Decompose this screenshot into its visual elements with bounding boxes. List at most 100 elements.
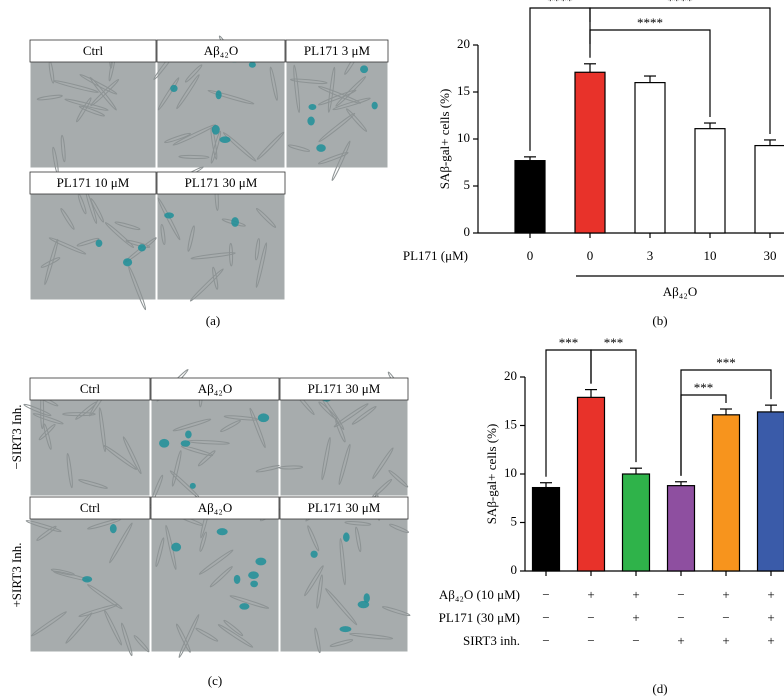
cell	[50, 568, 75, 576]
cell	[329, 639, 354, 647]
cell	[103, 444, 138, 470]
cell	[160, 224, 166, 245]
significance-bracket	[589, 29, 711, 118]
cell	[30, 611, 67, 637]
cell	[372, 447, 394, 479]
cell	[229, 595, 270, 609]
stained-cell	[363, 593, 370, 603]
stained-cell	[82, 576, 93, 583]
label-box	[279, 377, 409, 401]
cell	[187, 225, 195, 252]
label-box	[29, 39, 157, 63]
condition-sign: −	[677, 610, 684, 625]
stained-cell	[215, 90, 222, 100]
condition-label: Aβ₄₂O (10 μM)	[439, 587, 520, 602]
condition-sign: −	[722, 610, 729, 625]
label-box	[285, 39, 389, 63]
bar	[756, 411, 784, 572]
condition-sign: −	[542, 633, 549, 648]
stained-cell	[371, 101, 378, 110]
cell	[175, 623, 191, 653]
cell	[190, 252, 236, 260]
stained-cell	[310, 550, 318, 558]
significance-label: ***	[716, 355, 736, 370]
cell	[256, 131, 285, 160]
cell	[255, 242, 268, 288]
bar	[621, 473, 651, 572]
stained-cell	[171, 542, 182, 552]
x-tick-label: 0	[527, 248, 534, 263]
cell	[331, 140, 351, 182]
cell	[78, 105, 105, 117]
cell	[78, 479, 108, 489]
panel-label: Ctrl	[83, 43, 104, 58]
stained-cell	[185, 430, 192, 439]
cell	[223, 415, 259, 421]
stained-cell	[357, 600, 370, 609]
cell	[104, 222, 135, 249]
cell	[355, 526, 362, 553]
cell	[43, 423, 52, 450]
bar	[694, 128, 726, 234]
cell	[335, 419, 346, 443]
condition-sign: +	[677, 633, 684, 648]
cell	[32, 413, 64, 425]
x-tick-label: 10	[704, 248, 717, 263]
significance-bracket	[589, 7, 771, 134]
condition-sign: −	[542, 610, 549, 625]
stained-cell	[231, 217, 239, 227]
stained-cell	[250, 580, 259, 588]
stained-cell	[233, 574, 241, 584]
cell	[349, 633, 394, 640]
caption: (a)	[206, 313, 220, 328]
significance-label: ***	[559, 335, 579, 350]
caption: (d)	[652, 681, 667, 696]
stained-cell	[219, 136, 231, 144]
row-label: −SIRT3 Inh.	[9, 404, 24, 469]
cell	[207, 89, 255, 105]
stained-cell	[109, 523, 117, 534]
cell	[269, 66, 278, 101]
condition-sign: −	[542, 587, 549, 602]
cell	[128, 265, 147, 311]
panel-label: PL171 30 μM	[308, 500, 381, 515]
significance-bracket	[680, 369, 772, 476]
stained-cell	[248, 61, 256, 68]
cell	[125, 239, 151, 248]
cell	[332, 97, 371, 111]
stained-cell	[255, 557, 267, 566]
cell	[133, 635, 150, 653]
cell	[307, 525, 320, 552]
condition-label: PL171 (30 μM)	[439, 610, 520, 625]
cell	[109, 522, 133, 564]
cell	[75, 401, 98, 420]
stained-cell	[307, 116, 315, 126]
x-axis-label: PL171 (μM)	[403, 248, 468, 263]
cell	[317, 89, 357, 106]
y-tick-label: 10	[504, 465, 517, 480]
stained-cell	[189, 482, 196, 489]
cell	[220, 419, 241, 433]
stained-cell	[137, 244, 146, 252]
cell	[76, 237, 100, 247]
bar	[576, 396, 606, 572]
cell	[314, 627, 321, 654]
cell	[318, 112, 356, 143]
panel-label: PL171 3 μM	[304, 43, 371, 58]
cell	[184, 64, 203, 83]
caption: (b)	[652, 313, 667, 328]
cell	[345, 108, 368, 132]
cell	[316, 574, 323, 609]
cell	[338, 443, 351, 486]
cell	[199, 531, 207, 552]
cell	[195, 627, 219, 642]
stained-cell	[95, 239, 103, 248]
stained-cell	[180, 440, 191, 447]
significance-label: ***	[604, 335, 624, 350]
cell	[172, 124, 217, 146]
condition-sign: +	[587, 587, 594, 602]
cell	[249, 407, 266, 449]
micrograph	[279, 496, 409, 653]
cell	[289, 78, 328, 85]
label-box	[279, 496, 409, 520]
